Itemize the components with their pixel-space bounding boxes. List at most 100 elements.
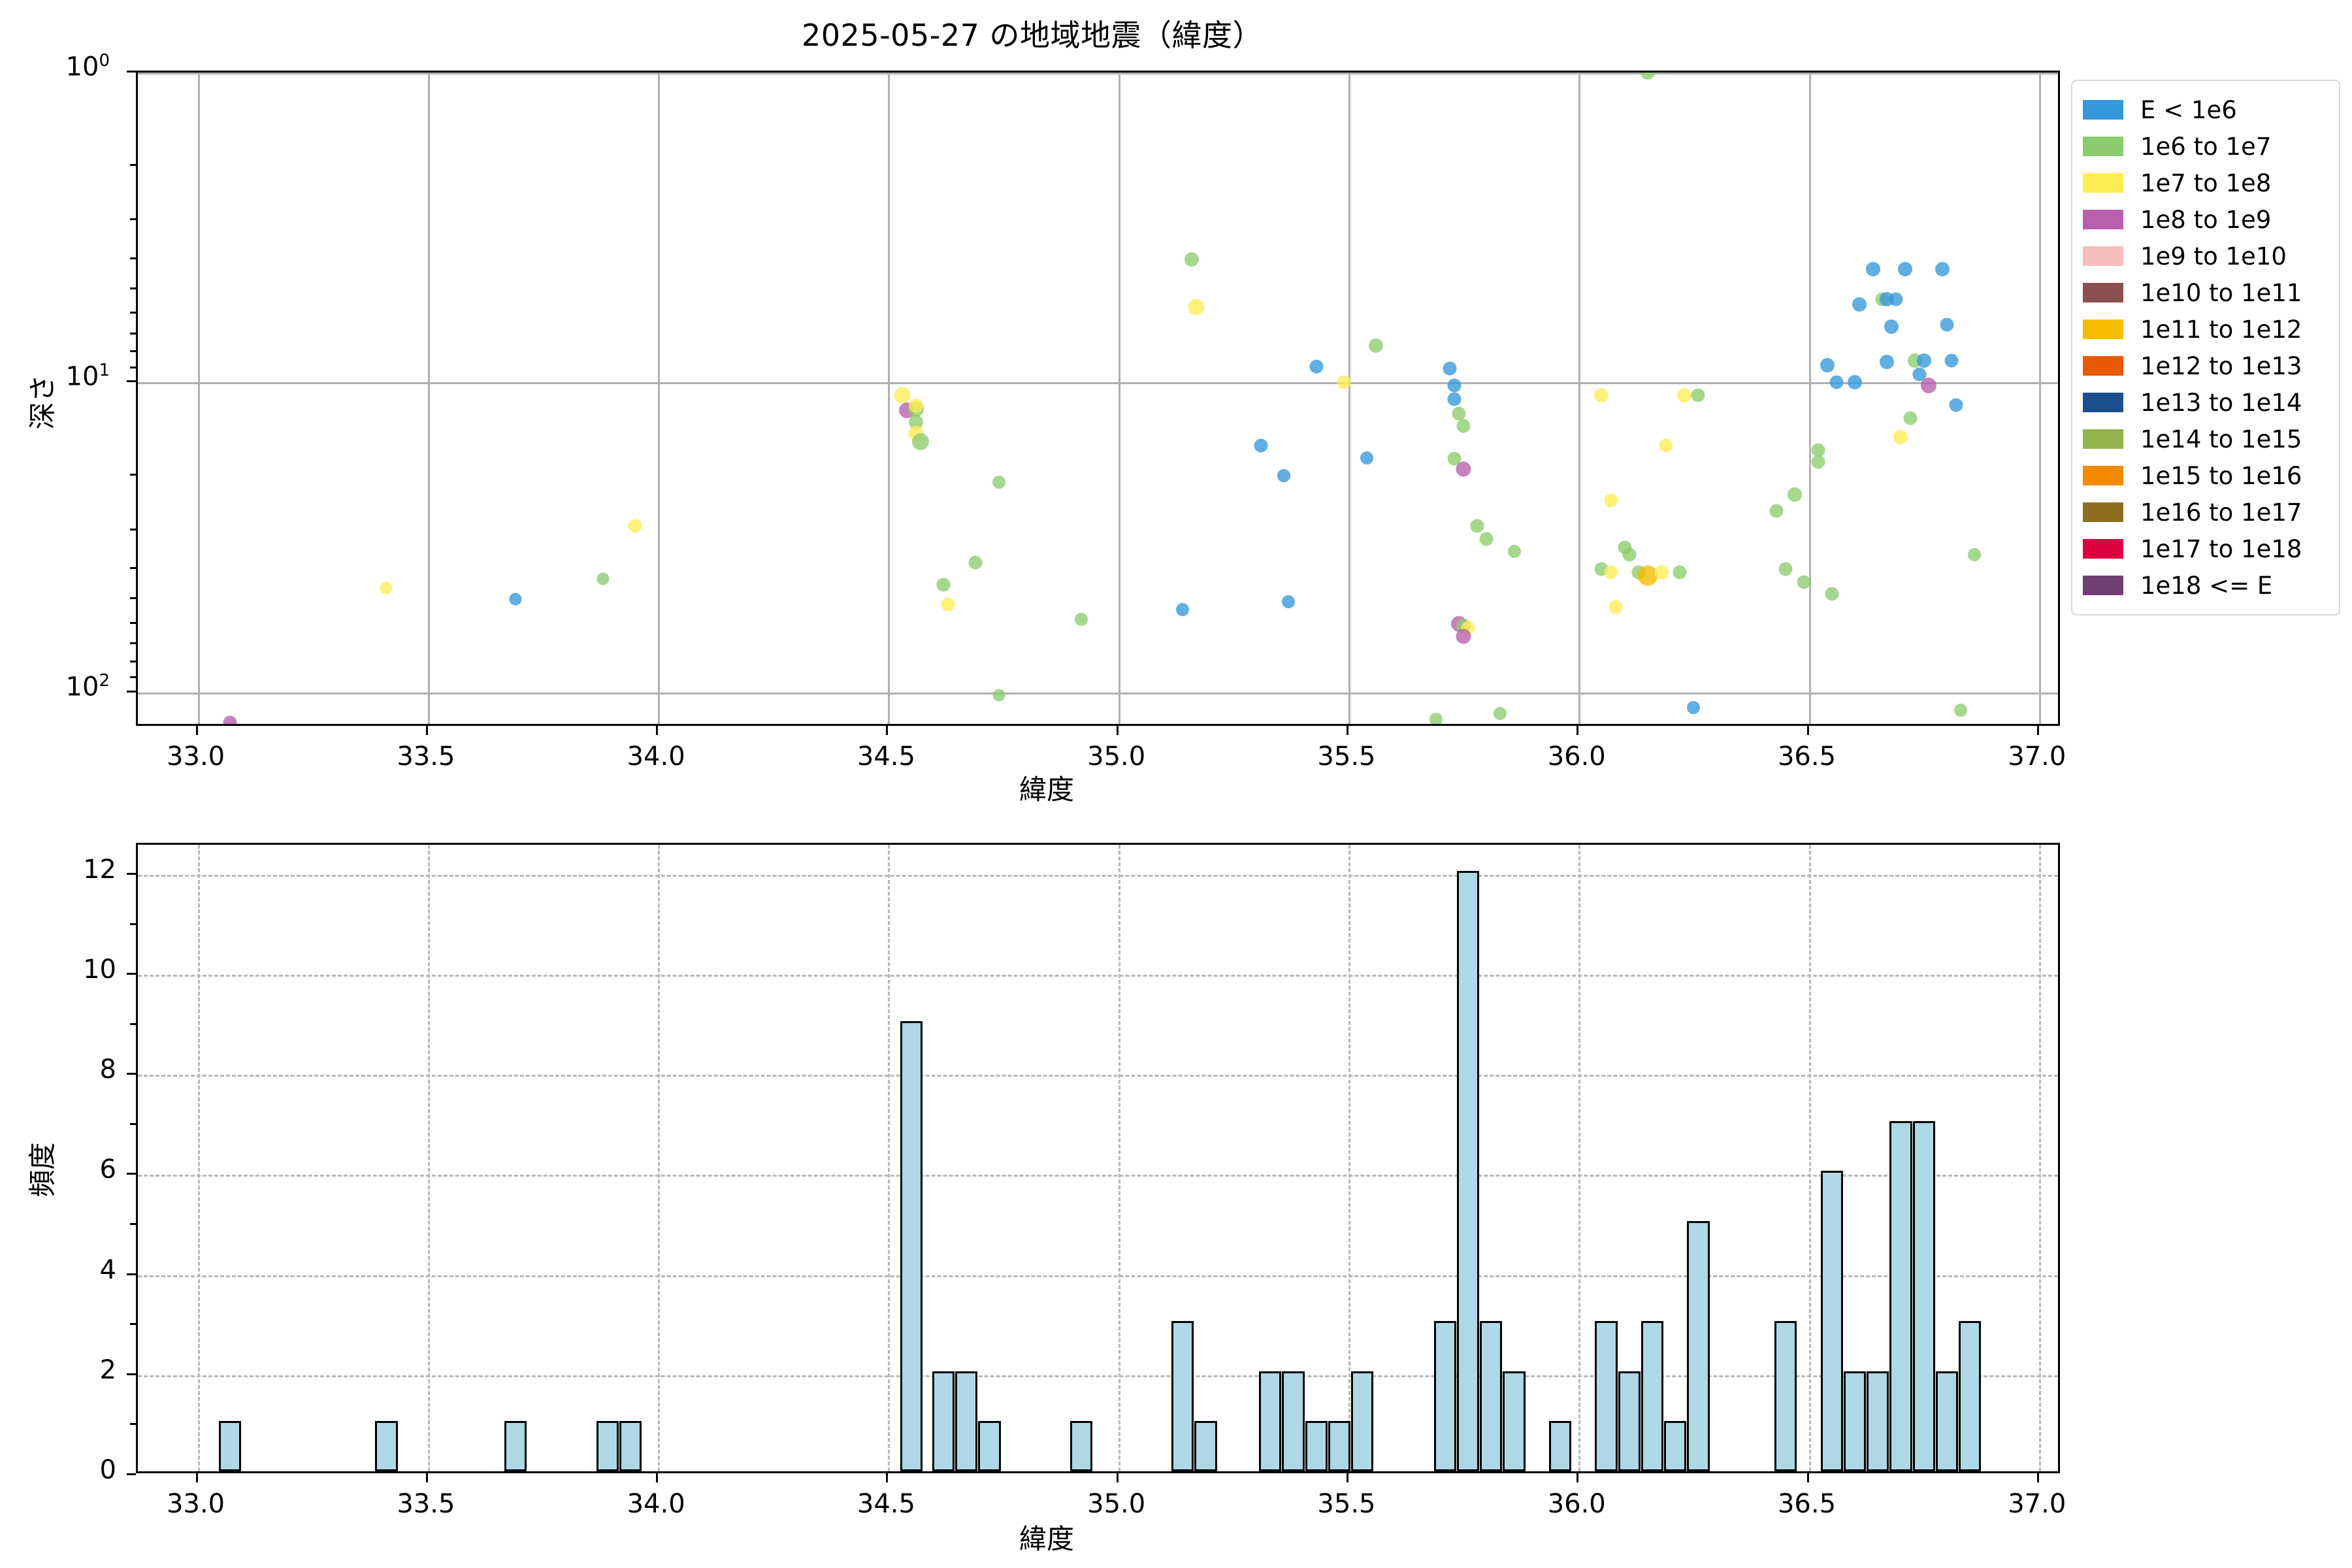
histogram-vertical-gridline (2038, 845, 2041, 1471)
scatter-x-tick (886, 726, 889, 735)
histogram-y-tick (127, 1273, 136, 1275)
scatter-point (1075, 612, 1088, 626)
legend-item[interactable]: 1e10 to 1e11 (2083, 274, 2330, 311)
histogram-horizontal-gridline (138, 1175, 2058, 1177)
histogram-x-tick (1116, 1473, 1119, 1482)
legend-item-label: 1e12 to 1e13 (2140, 351, 2302, 380)
legend-item-label: 1e14 to 1e15 (2140, 425, 2302, 453)
scatter-point (1811, 443, 1825, 457)
legend-item-label: 1e8 to 1e9 (2140, 205, 2272, 234)
histogram-bar (1305, 1421, 1328, 1471)
scatter-point (1654, 565, 1669, 580)
scatter-horizontal-gridline (138, 73, 2058, 74)
scatter-point (1691, 388, 1705, 402)
histogram-plot-area (138, 845, 2058, 1471)
legend-color-swatch (2083, 539, 2123, 559)
histogram-x-tick-label: 35.0 (1087, 1489, 1146, 1519)
scatter-point (509, 593, 522, 606)
histogram-bar (596, 1421, 619, 1471)
scatter-point (1829, 375, 1844, 389)
histogram-x-tick (1346, 1473, 1348, 1482)
legend-item[interactable]: 1e13 to 1e14 (2083, 384, 2330, 421)
scatter-point (1429, 712, 1443, 724)
histogram-y-tick (127, 1173, 136, 1175)
histogram-y-minor-tick (130, 923, 136, 925)
legend-item[interactable]: 1e16 to 1e17 (2083, 494, 2330, 531)
scatter-point (1903, 411, 1917, 425)
legend-color-swatch (2083, 429, 2123, 449)
histogram-bar (1171, 1321, 1194, 1471)
scatter-point (1640, 73, 1655, 80)
histogram-x-tick (656, 1473, 659, 1482)
histogram-y-minor-tick (130, 1323, 136, 1326)
scatter-point (1277, 469, 1291, 483)
histogram-bar (1259, 1371, 1282, 1471)
scatter-point (1898, 261, 1913, 276)
scatter-y-axis-label: 深さ (26, 374, 59, 430)
scatter-point (1659, 438, 1673, 453)
scatter-point (1916, 353, 1931, 368)
histogram-vertical-gridline (1808, 845, 1811, 1471)
page-title: 2025-05-27 の地域地震（緯度） (802, 18, 1263, 53)
scatter-point (1456, 629, 1471, 644)
histogram-bar (1457, 870, 1480, 1471)
legend-item[interactable]: 1e17 to 1e18 (2083, 531, 2330, 567)
legend-item[interactable]: 1e7 to 1e8 (2083, 165, 2330, 201)
histogram-x-tick-label: 33.0 (167, 1489, 225, 1519)
scatter-y-minor-tick (130, 218, 136, 221)
histogram-vertical-gridline (1578, 845, 1581, 1471)
histogram-bar (1935, 1371, 1958, 1471)
legend-item[interactable]: 1e18 <= E (2083, 567, 2330, 604)
scatter-point (1940, 318, 1954, 332)
histogram-axes (136, 843, 2060, 1473)
legend-item[interactable]: E < 1e6 (2083, 91, 2330, 128)
scatter-point (1884, 319, 1899, 334)
scatter-point (1447, 451, 1462, 466)
scatter-point (941, 597, 955, 612)
scatter-point (1507, 544, 1521, 558)
legend-color-swatch (2083, 137, 2123, 156)
legend-item[interactable]: 1e11 to 1e12 (2083, 311, 2330, 348)
scatter-y-minor-tick (130, 332, 136, 335)
scatter-y-minor-tick (130, 366, 136, 368)
scatter-point (1360, 451, 1374, 465)
histogram-bar (504, 1421, 527, 1471)
scatter-point (1778, 562, 1793, 576)
histogram-y-minor-tick (130, 1423, 136, 1426)
histogram-bar (1194, 1421, 1217, 1471)
scatter-vertical-gridline (658, 73, 661, 724)
legend-item-label: E < 1e6 (2140, 95, 2237, 124)
scatter-point (1282, 595, 1296, 609)
histogram-horizontal-gridline (138, 1075, 2058, 1077)
histogram-y-tick-label: 2 (99, 1354, 116, 1385)
legend-item[interactable]: 1e15 to 1e16 (2083, 457, 2330, 494)
scatter-y-minor-tick (130, 567, 136, 570)
histogram-x-tick-label: 33.5 (397, 1489, 455, 1519)
scatter-y-minor-tick (130, 660, 136, 662)
scatter-point (1811, 455, 1825, 469)
histogram-x-tick (1576, 1473, 1579, 1482)
legend-item[interactable]: 1e9 to 1e10 (2083, 238, 2330, 274)
legend-item[interactable]: 1e14 to 1e15 (2083, 421, 2330, 457)
scatter-point (1788, 487, 1803, 502)
scatter-point (1920, 377, 1936, 393)
histogram-bar (1664, 1421, 1687, 1471)
scatter-point (911, 433, 929, 450)
scatter-point (1594, 388, 1609, 403)
histogram-x-tick-label: 34.0 (627, 1489, 685, 1519)
legend-item[interactable]: 1e12 to 1e13 (2083, 348, 2330, 384)
legend-item[interactable]: 1e6 to 1e7 (2083, 128, 2330, 165)
scatter-vertical-gridline (1118, 73, 1120, 724)
scatter-y-minor-tick (130, 350, 136, 353)
legend-item[interactable]: 1e8 to 1e9 (2083, 201, 2330, 238)
scatter-y-minor-tick (130, 287, 136, 289)
scatter-point (1494, 707, 1507, 721)
histogram-x-tick-label: 37.0 (2008, 1489, 2066, 1519)
scatter-x-tick (1116, 726, 1119, 735)
scatter-y-minor-tick (130, 257, 136, 259)
histogram-vertical-gridline (1118, 845, 1120, 1471)
scatter-point (1968, 548, 1982, 562)
scatter-point (1673, 565, 1687, 580)
scatter-vertical-gridline (1808, 73, 1811, 724)
